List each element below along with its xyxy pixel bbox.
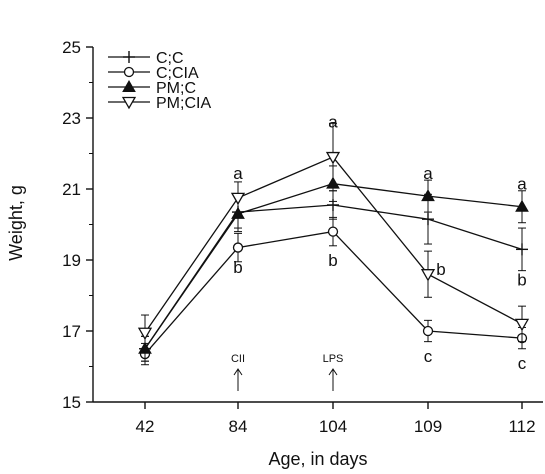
legend-item: PM;C <box>108 79 196 97</box>
labels-layer: a b a b a b c a b c CII LPS <box>231 113 527 391</box>
x-axis-title: Age, in days <box>268 449 367 469</box>
legend-label: C;C <box>156 50 184 67</box>
triangle-up-marker <box>122 79 136 92</box>
y-tick-label: 19 <box>62 251 81 270</box>
triangle-up-marker <box>515 199 529 212</box>
circle-marker <box>422 325 434 337</box>
y-tick-label: 15 <box>62 393 81 412</box>
x-tick-label: 104 <box>319 417 347 436</box>
legend-item: PM;CIA <box>108 95 211 112</box>
event-arrow-head <box>233 368 243 376</box>
legend-label: PM;CIA <box>156 95 211 112</box>
significance-label: b <box>436 260 445 279</box>
series-c-c <box>139 190 528 362</box>
triangle-down-marker <box>137 327 153 341</box>
significance-label: b <box>328 251 337 270</box>
axes: 15 17 19 21 23 25 42 84 104 109 112 <box>62 38 543 436</box>
y-axis-title: Weight, g <box>6 185 26 261</box>
legend-label: PM;C <box>156 80 196 97</box>
x-tick-label: 42 <box>136 417 155 436</box>
series-c-cia <box>139 216 528 366</box>
significance-label: a <box>423 164 433 183</box>
y-tick-label: 21 <box>62 180 81 199</box>
event-arrow-head <box>328 368 338 376</box>
triangle-up-marker <box>421 189 435 202</box>
significance-label: a <box>328 113 338 132</box>
triangle-down-marker <box>121 96 137 110</box>
x-tick-label: 109 <box>414 417 442 436</box>
triangle-down-marker <box>514 318 530 332</box>
event-annotation: LPS <box>323 353 344 365</box>
significance-label: b <box>517 271 526 290</box>
y-tick-label: 17 <box>62 322 81 341</box>
series-pm-cia <box>137 122 530 352</box>
significance-label: a <box>233 164 243 183</box>
significance-label: c <box>424 347 433 366</box>
event-annotation: CII <box>231 353 245 365</box>
x-tick-label: 84 <box>229 417 248 436</box>
triangle-down-marker <box>325 151 341 165</box>
triangle-down-marker <box>420 269 436 282</box>
legend-item: C;CIA <box>108 65 199 82</box>
significance-label: b <box>233 258 242 277</box>
significance-label: c <box>518 354 527 373</box>
significance-label: a <box>517 175 527 194</box>
circle-marker <box>232 242 244 253</box>
circle-marker <box>123 66 135 78</box>
legend-label: C;CIA <box>156 65 199 82</box>
x-tick-label: 112 <box>508 417 535 436</box>
y-tick-label: 25 <box>62 38 81 57</box>
triangle-down-marker <box>230 192 246 206</box>
series-layer <box>137 122 530 366</box>
legend-item: C;C <box>108 50 184 67</box>
circle-marker <box>327 226 339 237</box>
y-tick-label: 23 <box>62 109 81 128</box>
